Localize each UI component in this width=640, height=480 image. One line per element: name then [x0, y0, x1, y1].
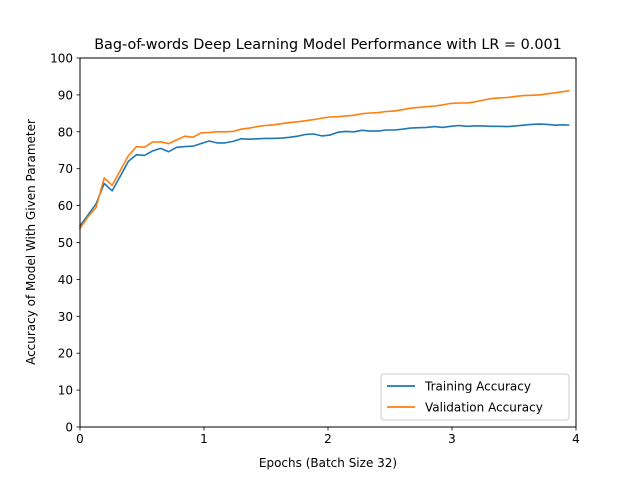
chart-title: Bag-of-words Deep Learning Model Perform… [94, 37, 562, 53]
x-axis-ticks: 0 1 2 3 4 [76, 427, 580, 446]
y-tick-label: 50 [58, 236, 73, 250]
x-tick-label: 4 [572, 432, 580, 446]
y-tick-label: 0 [65, 421, 73, 435]
x-tick-label: 1 [200, 432, 208, 446]
plot-area [78, 89, 570, 230]
legend-label-training: Training Accuracy [424, 380, 531, 394]
series-line-training [78, 123, 570, 228]
y-tick-label: 40 [58, 273, 73, 287]
plot-frame [79, 57, 577, 428]
y-axis-title: Accuracy of Model With Given Parameter [24, 119, 38, 365]
y-tick-label: 60 [58, 199, 73, 213]
y-tick-label: 20 [58, 347, 73, 361]
legend-box [380, 373, 570, 421]
y-tick-label: 90 [58, 88, 73, 102]
y-tick-label: 30 [58, 310, 73, 324]
legend-label-validation: Validation Accuracy [425, 401, 543, 415]
x-tick-label: 3 [448, 432, 456, 446]
x-tick-label: 2 [324, 432, 332, 446]
x-axis-title: Epochs (Batch Size 32) [259, 456, 397, 470]
x-tick-label: 0 [76, 432, 84, 446]
y-tick-label: 80 [58, 125, 73, 139]
y-axis-ticks: 0 10 20 30 40 50 60 70 80 90 100 [50, 52, 80, 435]
legend: Training Accuracy Validation Accuracy [380, 373, 570, 421]
y-tick-label: 10 [58, 384, 73, 398]
series-line-validation [78, 89, 570, 230]
y-tick-label: 100 [50, 52, 73, 66]
y-tick-label: 70 [58, 162, 73, 176]
